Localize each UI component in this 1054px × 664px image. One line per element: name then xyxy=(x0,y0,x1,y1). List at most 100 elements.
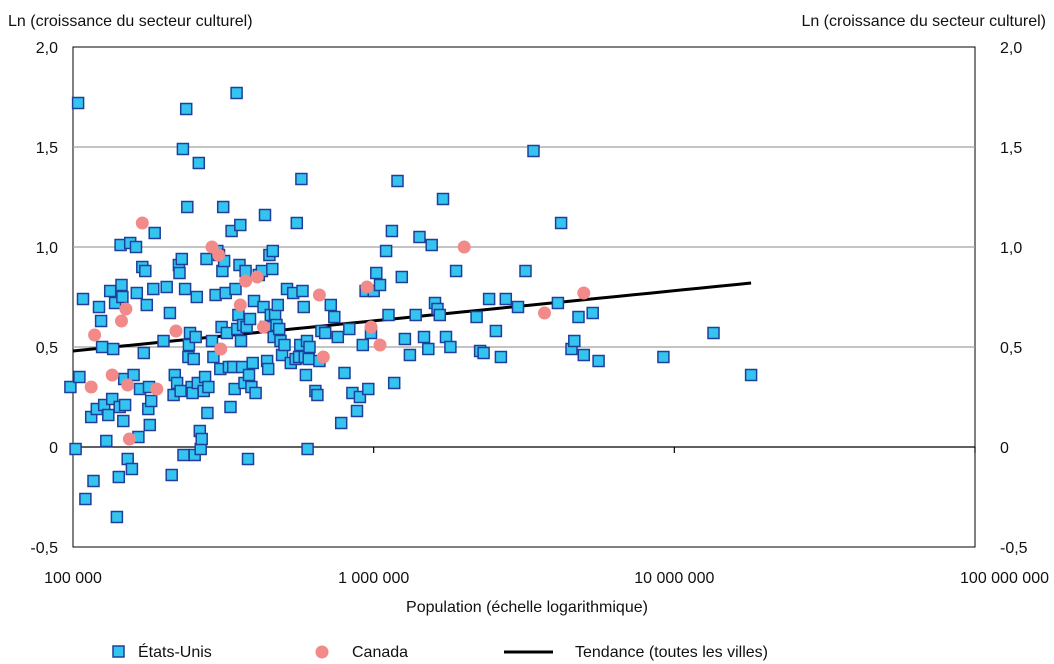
us-point xyxy=(106,342,120,356)
us-point xyxy=(76,292,90,306)
us-point xyxy=(477,346,490,360)
us-point xyxy=(499,292,513,306)
canada-point xyxy=(364,320,378,334)
canada-point xyxy=(538,306,551,320)
us-point xyxy=(470,310,483,324)
us-point xyxy=(189,330,202,344)
x-tick-label: 1 000 000 xyxy=(338,570,409,587)
us-point xyxy=(370,266,383,280)
us-point xyxy=(343,322,356,336)
us-point xyxy=(391,174,404,188)
us-point xyxy=(112,470,126,484)
us-point xyxy=(216,200,230,214)
us-point xyxy=(234,334,248,348)
us-point xyxy=(296,284,309,298)
canada-point xyxy=(239,274,253,288)
us-point xyxy=(519,264,532,278)
us-point xyxy=(116,290,129,304)
us-point xyxy=(398,332,412,346)
us-point xyxy=(220,326,234,340)
canada-point xyxy=(250,270,264,284)
canada-point xyxy=(373,338,387,352)
canada-point xyxy=(84,380,98,394)
us-point xyxy=(271,298,285,312)
canada-point xyxy=(312,288,326,302)
us-point xyxy=(117,414,130,428)
us-point xyxy=(64,380,77,394)
us-point xyxy=(266,262,279,276)
us-point xyxy=(190,290,204,304)
us-point xyxy=(436,192,450,206)
y-right-tick-label: -0,5 xyxy=(1000,540,1028,557)
us-point xyxy=(395,270,409,284)
us-point xyxy=(187,352,200,366)
legend-label-trend: Tendance (toutes les villes) xyxy=(575,644,768,661)
y-left-tick-label: 1,5 xyxy=(36,140,58,157)
us-point xyxy=(92,300,106,314)
us-point xyxy=(140,298,154,312)
us-point xyxy=(137,346,151,360)
plot-frame-group xyxy=(72,46,976,548)
legend-swatch-canada xyxy=(315,645,329,659)
us-point xyxy=(417,330,431,344)
canada-point xyxy=(150,382,164,396)
us-point xyxy=(554,216,568,230)
us-point xyxy=(241,452,255,466)
x-tick-label: 100 000 xyxy=(44,570,102,587)
canada-series xyxy=(84,216,591,446)
us-point xyxy=(69,442,82,456)
canada-point xyxy=(316,350,330,364)
us-point xyxy=(127,368,140,382)
us-point xyxy=(100,434,113,448)
y-left-axis-label: Ln (croissance du secteur culturel) xyxy=(8,13,253,30)
us-point xyxy=(200,252,213,266)
us-point xyxy=(205,334,219,348)
us-point xyxy=(301,442,314,456)
us-point xyxy=(311,388,324,402)
y-left-tick-label: 0,5 xyxy=(36,340,58,357)
us-point xyxy=(207,350,220,364)
us-point xyxy=(350,404,364,418)
us-point xyxy=(297,300,310,314)
us-point xyxy=(257,300,270,314)
canada-point xyxy=(233,298,247,312)
us-point xyxy=(489,324,503,338)
us-point xyxy=(79,492,92,506)
y-right-tick-label: 1,5 xyxy=(1000,140,1022,157)
us-point xyxy=(243,312,257,326)
canada-point xyxy=(457,240,471,254)
us-point xyxy=(328,310,341,324)
us-point xyxy=(278,338,291,352)
us-point xyxy=(302,352,315,366)
us-point xyxy=(147,282,160,296)
us-point xyxy=(577,348,591,362)
us-point xyxy=(157,334,170,348)
canada-point xyxy=(135,216,149,230)
us-point xyxy=(324,298,338,312)
legend: États-Unis Canada Tendance (toutes les v… xyxy=(112,642,768,661)
us-point xyxy=(272,322,286,336)
us-point xyxy=(160,280,173,294)
canada-point xyxy=(169,324,183,338)
y-right-tick-label: 0,5 xyxy=(1000,340,1022,357)
us-point xyxy=(118,398,132,412)
us-point xyxy=(379,244,393,258)
us-point xyxy=(261,362,275,376)
us-point xyxy=(657,350,670,364)
us-point xyxy=(249,386,262,400)
us-point xyxy=(176,142,190,156)
us-point xyxy=(318,326,332,340)
us-point xyxy=(95,340,109,354)
legend-label-canada: Canada xyxy=(352,644,408,661)
canada-point xyxy=(121,378,135,392)
us-point xyxy=(224,400,237,414)
us-point xyxy=(202,380,215,394)
plot-area xyxy=(72,46,976,548)
us-point xyxy=(433,308,447,322)
us-point xyxy=(551,296,565,310)
us-point xyxy=(356,338,370,352)
canada-point xyxy=(360,280,374,294)
us-point xyxy=(230,86,243,100)
y-right-tick-label: 0 xyxy=(1000,440,1009,457)
us-point xyxy=(246,356,259,370)
